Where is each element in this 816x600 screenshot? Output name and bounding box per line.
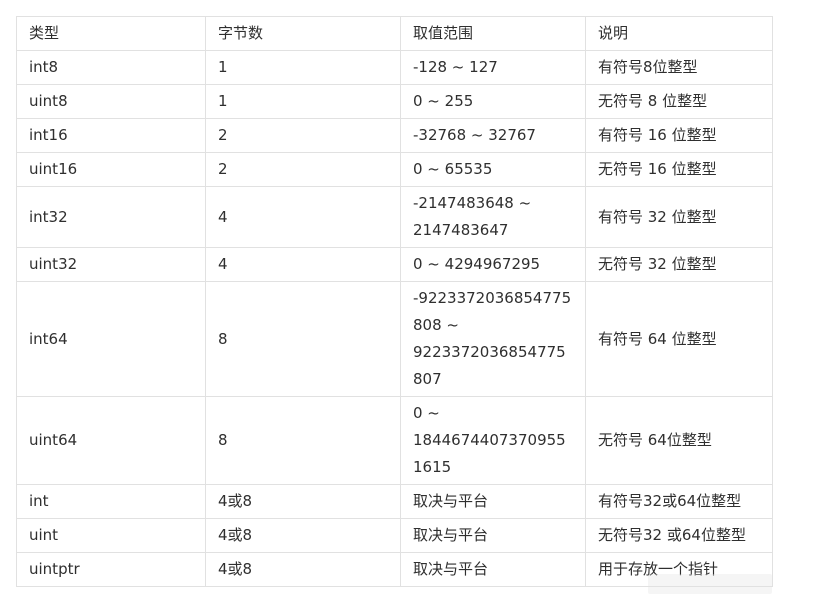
range-cell: 取决与平台: [400, 484, 586, 519]
type-cell: int64: [16, 281, 206, 397]
range-cell: -32768 ~ 32767: [400, 118, 586, 153]
bytes-cell: 2: [205, 118, 401, 153]
bytes-cell: 4或8: [205, 518, 401, 553]
table-row: int8 1 -128 ~ 127 有符号8位整型: [16, 50, 773, 85]
column-header-range: 取值范围: [400, 16, 586, 51]
desc-cell: 无符号 16 位整型: [585, 152, 773, 187]
desc-cell: 无符号32 或64位整型: [585, 518, 773, 553]
desc-cell: 有符号32或64位整型: [585, 484, 773, 519]
bytes-cell: 1: [205, 84, 401, 119]
table-row: uint16 2 0 ~ 65535 无符号 16 位整型: [16, 152, 773, 187]
type-cell: int16: [16, 118, 206, 153]
bytes-cell: 4: [205, 186, 401, 248]
integer-types-table: 类型 字节数 取值范围 说明 int8 1 -128 ~ 127 有符号8位整型…: [16, 16, 773, 587]
type-cell: int8: [16, 50, 206, 85]
column-header-type: 类型: [16, 16, 206, 51]
range-cell: 0 ~ 18446744073709551615: [400, 396, 586, 485]
watermark: [648, 574, 772, 594]
range-cell: 0 ~ 65535: [400, 152, 586, 187]
desc-cell: 用于存放一个指针: [585, 552, 773, 587]
table-row: uint8 1 0 ~ 255 无符号 8 位整型: [16, 84, 773, 119]
type-cell: uint: [16, 518, 206, 553]
range-cell: 0 ~ 255: [400, 84, 586, 119]
range-cell: -9223372036854775808 ~ 92233720368547758…: [400, 281, 586, 397]
table-row: int64 8 -9223372036854775808 ~ 922337203…: [16, 281, 773, 397]
bytes-cell: 8: [205, 281, 401, 397]
table-header-row: 类型 字节数 取值范围 说明: [16, 16, 773, 51]
desc-cell: 无符号 32 位整型: [585, 247, 773, 282]
range-cell: -128 ~ 127: [400, 50, 586, 85]
desc-cell: 无符号 64位整型: [585, 396, 773, 485]
desc-cell: 无符号 8 位整型: [585, 84, 773, 119]
range-cell: -2147483648 ~ 2147483647: [400, 186, 586, 248]
range-cell: 取决与平台: [400, 552, 586, 587]
table-row: int16 2 -32768 ~ 32767 有符号 16 位整型: [16, 118, 773, 153]
table-row: uint32 4 0 ~ 4294967295 无符号 32 位整型: [16, 247, 773, 282]
type-cell: uintptr: [16, 552, 206, 587]
bytes-cell: 1: [205, 50, 401, 85]
table-row: uint64 8 0 ~ 18446744073709551615 无符号 64…: [16, 396, 773, 485]
desc-cell: 有符号 16 位整型: [585, 118, 773, 153]
desc-cell: 有符号 32 位整型: [585, 186, 773, 248]
desc-cell: 有符号8位整型: [585, 50, 773, 85]
bytes-cell: 4或8: [205, 484, 401, 519]
range-cell: 取决与平台: [400, 518, 586, 553]
type-cell: uint64: [16, 396, 206, 485]
type-cell: int32: [16, 186, 206, 248]
table-row: int 4或8 取决与平台 有符号32或64位整型: [16, 484, 773, 519]
column-header-desc: 说明: [585, 16, 773, 51]
type-cell: uint8: [16, 84, 206, 119]
table-row: uintptr 4或8 取决与平台 用于存放一个指针: [16, 552, 773, 587]
desc-cell: 有符号 64 位整型: [585, 281, 773, 397]
bytes-cell: 4或8: [205, 552, 401, 587]
type-cell: uint32: [16, 247, 206, 282]
column-header-bytes: 字节数: [205, 16, 401, 51]
type-cell: uint16: [16, 152, 206, 187]
type-cell: int: [16, 484, 206, 519]
bytes-cell: 8: [205, 396, 401, 485]
range-cell: 0 ~ 4294967295: [400, 247, 586, 282]
bytes-cell: 4: [205, 247, 401, 282]
bytes-cell: 2: [205, 152, 401, 187]
table-row: uint 4或8 取决与平台 无符号32 或64位整型: [16, 518, 773, 553]
table-row: int32 4 -2147483648 ~ 2147483647 有符号 32 …: [16, 186, 773, 248]
